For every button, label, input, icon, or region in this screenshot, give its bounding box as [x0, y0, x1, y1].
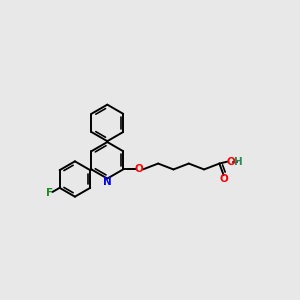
- Text: O: O: [135, 164, 144, 174]
- Text: O: O: [219, 174, 228, 184]
- Text: H: H: [234, 157, 243, 166]
- Text: N: N: [103, 177, 112, 187]
- Text: O: O: [226, 157, 235, 166]
- Text: F: F: [46, 188, 53, 198]
